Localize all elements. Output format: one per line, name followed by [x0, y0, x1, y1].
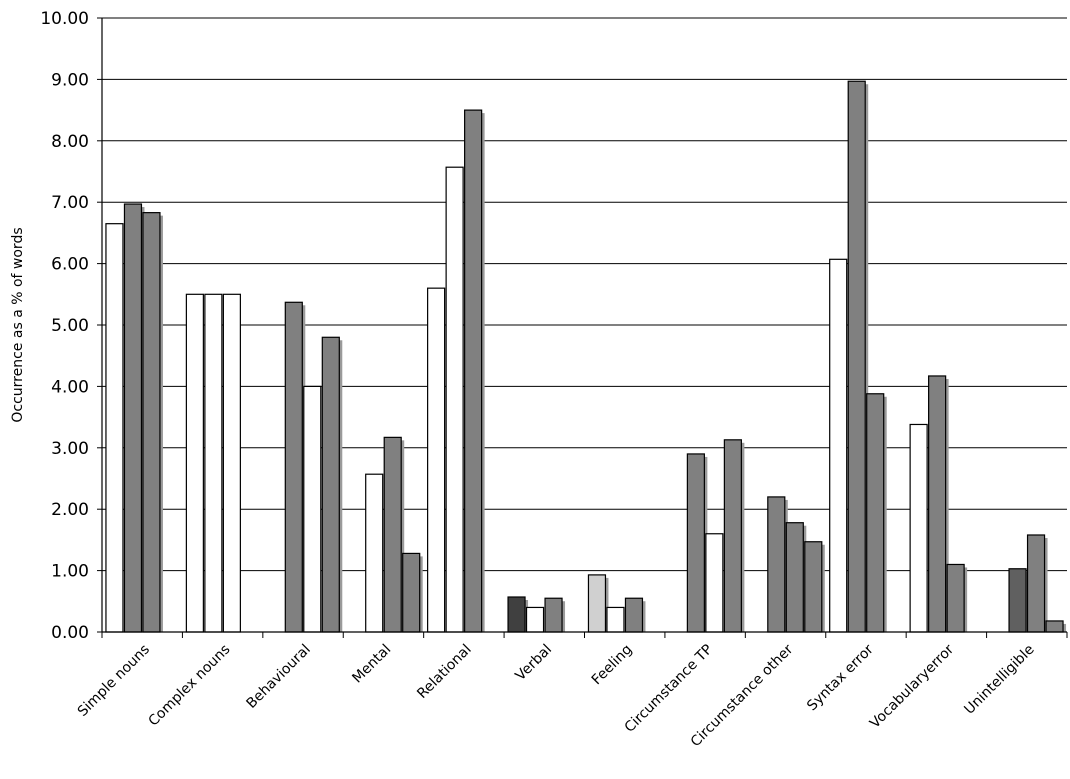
y-tick-label: 3.00 — [51, 439, 89, 459]
x-category-label: Feeling — [589, 642, 636, 689]
bar — [1008, 568, 1027, 633]
x-category-label: Vocabularyerror — [867, 641, 957, 731]
x-category-label: Complex nouns — [146, 642, 234, 730]
bar — [427, 287, 446, 633]
x-category-label: Verbal — [513, 642, 556, 685]
bar — [105, 223, 124, 633]
y-tick-label: 5.00 — [51, 316, 89, 336]
bar — [1045, 620, 1064, 633]
x-category-label: Simple nouns — [75, 642, 153, 720]
bar — [909, 423, 928, 633]
y-tick-label: 2.00 — [51, 500, 89, 520]
x-category-label: Circumstance TP — [622, 642, 716, 736]
bar — [303, 385, 322, 633]
bar — [847, 80, 866, 633]
bar — [946, 563, 965, 633]
bar — [185, 293, 204, 633]
bar — [723, 439, 742, 633]
y-tick-label: 9.00 — [51, 70, 89, 90]
bar — [507, 596, 526, 633]
bar — [785, 522, 804, 633]
bar — [365, 473, 384, 633]
y-tick-label: 10.00 — [40, 9, 89, 29]
bar — [402, 552, 421, 633]
x-category-label: Unintelligible — [961, 642, 1037, 718]
bar — [222, 293, 241, 633]
y-tick-label: 1.00 — [51, 562, 89, 582]
bar — [767, 496, 786, 633]
bars — [105, 80, 1067, 633]
y-tick-labels: 0.00 1.00 2.00 3.00 4.00 5.00 6.00 7.00 8.00 9.00… — [40, 9, 102, 643]
bar — [123, 203, 143, 633]
bar — [705, 533, 724, 633]
y-tick-label: 4.00 — [51, 377, 89, 397]
bar — [204, 293, 223, 633]
bar — [866, 393, 885, 633]
bar — [284, 301, 303, 633]
bar — [383, 436, 402, 633]
bar — [464, 109, 483, 633]
bar — [321, 336, 340, 633]
x-category-label: Relational — [414, 642, 474, 702]
bar — [587, 574, 607, 633]
x-category-label: Mental — [349, 642, 394, 687]
bar — [624, 597, 644, 633]
y-tick-label: 6.00 — [51, 255, 89, 275]
bar — [142, 212, 161, 633]
bar — [686, 453, 705, 633]
y-tick-label: 0.00 — [51, 623, 89, 643]
x-category-label: Behavioural — [244, 642, 314, 712]
bar — [1026, 534, 1046, 633]
bar — [445, 166, 464, 633]
y-axis-title: Occurrence as a % of words — [10, 227, 26, 422]
bar — [829, 258, 848, 633]
bar — [525, 606, 545, 633]
bar — [544, 597, 563, 633]
bar — [606, 606, 625, 633]
bar — [804, 541, 823, 633]
y-tick-label: 7.00 — [51, 193, 89, 213]
gridlines — [102, 17, 1067, 633]
bar — [928, 375, 947, 633]
y-tick-label: 8.00 — [51, 132, 89, 152]
x-category-label: Syntax error — [804, 641, 877, 714]
